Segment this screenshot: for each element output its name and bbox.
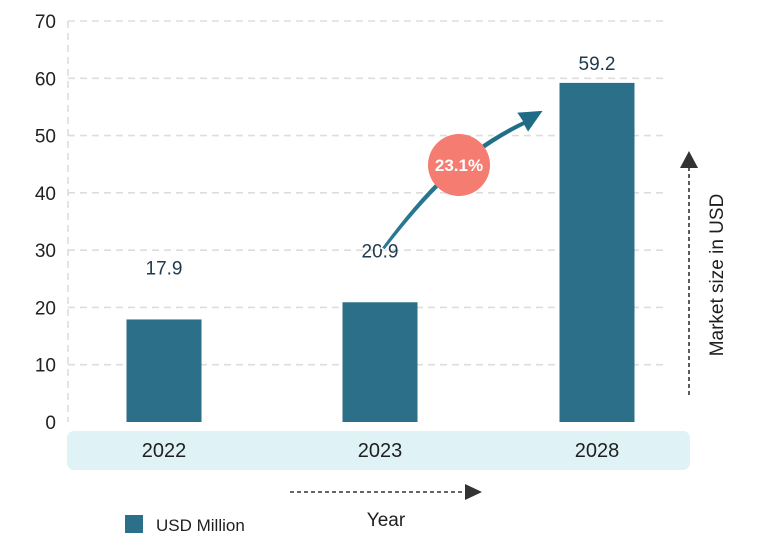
bar-2023 [343,302,418,422]
y-axis-ticks: 0 10 20 30 40 50 60 70 [35,12,56,434]
bar-2028 [560,83,635,422]
x-tick-label-2028: 2028 [575,440,620,462]
legend-label: USD Million [156,516,245,535]
value-labels: 17.9 20.9 59.2 [146,54,616,280]
legend: USD Million [125,515,245,535]
y-tick-label: 60 [35,69,56,90]
y-tick-label: 30 [35,241,56,262]
market-size-chart: 0 10 20 30 40 50 60 70 17.9 20.9 59.2 2022 2023 202… [0,0,765,547]
y-axis-title: Market size in USD [707,194,728,357]
y-axis-title-group: Market size in USD [680,151,728,395]
y-axis-arrowhead-icon [680,151,698,168]
y-tick-label: 50 [35,127,56,148]
y-tick-label: 20 [35,298,56,319]
cagr-badge: 23.1% [428,134,490,196]
x-axis-title: Year [367,510,406,531]
value-label-2023: 20.9 [362,241,399,262]
value-label-2028: 59.2 [579,54,616,75]
y-tick-label: 0 [45,413,56,434]
x-axis-arrowhead-icon [465,484,482,500]
legend-swatch [125,515,143,533]
y-tick-label: 40 [35,184,56,205]
x-tick-label-2023: 2023 [358,440,403,462]
bar-2022 [127,319,202,422]
y-tick-label: 70 [35,12,56,33]
x-axis-title-group: Year [290,484,482,531]
cagr-badge-text: 23.1% [435,156,483,175]
value-label-2022: 17.9 [146,258,183,279]
y-tick-label: 10 [35,356,56,377]
x-tick-label-2022: 2022 [142,440,187,462]
